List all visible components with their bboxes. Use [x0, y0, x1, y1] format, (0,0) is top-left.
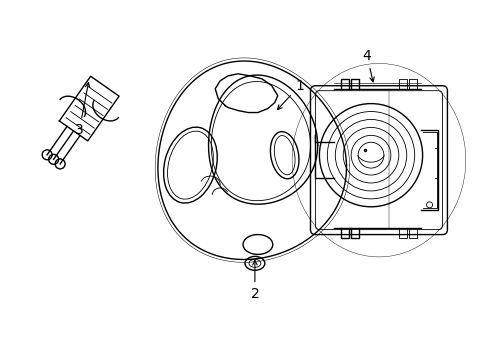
Text: 1: 1	[277, 79, 304, 109]
Text: 3: 3	[75, 83, 90, 138]
Text: 2: 2	[250, 260, 259, 301]
Text: 4: 4	[362, 49, 373, 82]
